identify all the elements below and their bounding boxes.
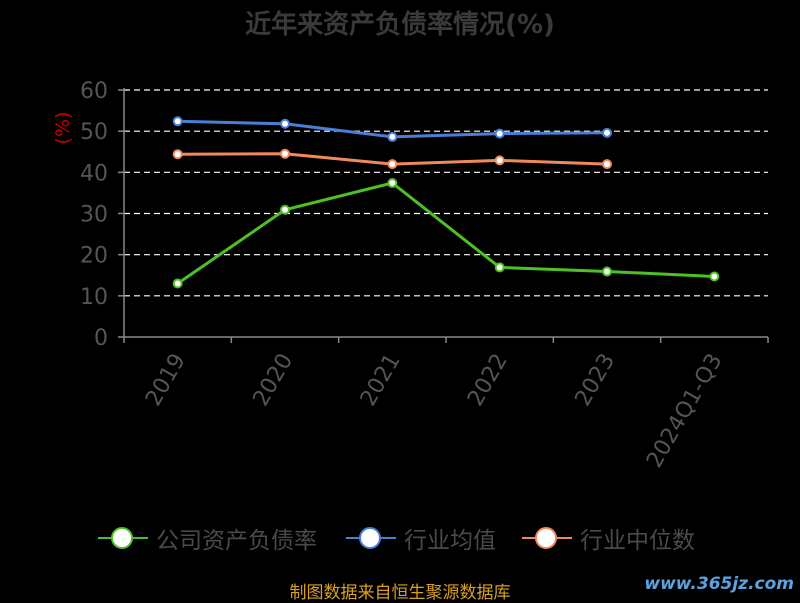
legend-swatch-industry-median	[522, 527, 572, 549]
watermark: www.365jz.com	[644, 574, 794, 594]
legend-marker-icon	[359, 527, 381, 549]
data-point	[494, 262, 505, 273]
legend-label-industry-mean: 行业均值	[404, 528, 496, 554]
x-tick-label: 2021	[356, 350, 406, 411]
legend-swatch-industry-mean	[346, 527, 396, 549]
y-tick-label: 60	[80, 79, 108, 104]
legend-swatch-company	[98, 527, 148, 549]
series-line-0	[176, 181, 715, 285]
x-tick-label: 2019	[141, 350, 191, 411]
data-point	[494, 128, 505, 139]
y-tick-label: 30	[80, 203, 108, 228]
legend-marker-icon	[535, 527, 557, 549]
data-point	[280, 118, 290, 129]
data-point	[709, 271, 720, 282]
data-point	[280, 204, 290, 215]
data-point	[387, 131, 398, 142]
legend: 公司资产负债率 行业均值 行业中位数	[0, 520, 800, 556]
y-tick-label: 10	[80, 285, 108, 310]
data-point	[602, 266, 612, 277]
x-tick-label: 2023	[571, 350, 621, 411]
legend-item-industry-mean[interactable]: 行业均值	[346, 520, 496, 556]
y-axis-label: (%)	[52, 112, 74, 145]
legend-marker-icon	[111, 527, 133, 549]
data-point	[602, 159, 612, 170]
data-point	[172, 149, 183, 160]
legend-item-industry-median[interactable]: 行业中位数	[522, 520, 695, 556]
x-tick-label: 2020	[249, 350, 299, 411]
data-point	[602, 127, 612, 138]
legend-label-industry-median: 行业中位数	[580, 528, 695, 554]
data-point	[387, 159, 398, 170]
legend-label-company: 公司资产负债率	[156, 528, 317, 554]
chart-title: 近年来资产负债率情况(%)	[245, 10, 555, 40]
y-tick-label: 0	[94, 326, 108, 351]
x-tick-label: 2024Q1-Q3	[642, 350, 727, 473]
y-tick-label: 40	[80, 161, 108, 186]
data-point	[387, 178, 398, 189]
x-tick-label: 2022	[463, 350, 513, 411]
data-point	[494, 155, 505, 166]
data-point	[172, 278, 183, 289]
data-point	[280, 148, 290, 159]
legend-item-company[interactable]: 公司资产负债率	[98, 520, 317, 556]
y-tick-label: 20	[80, 244, 108, 269]
data-point	[172, 116, 183, 127]
source-note: 制图数据来自恒生聚源数据库	[289, 583, 511, 603]
y-tick-label: 50	[80, 120, 108, 145]
